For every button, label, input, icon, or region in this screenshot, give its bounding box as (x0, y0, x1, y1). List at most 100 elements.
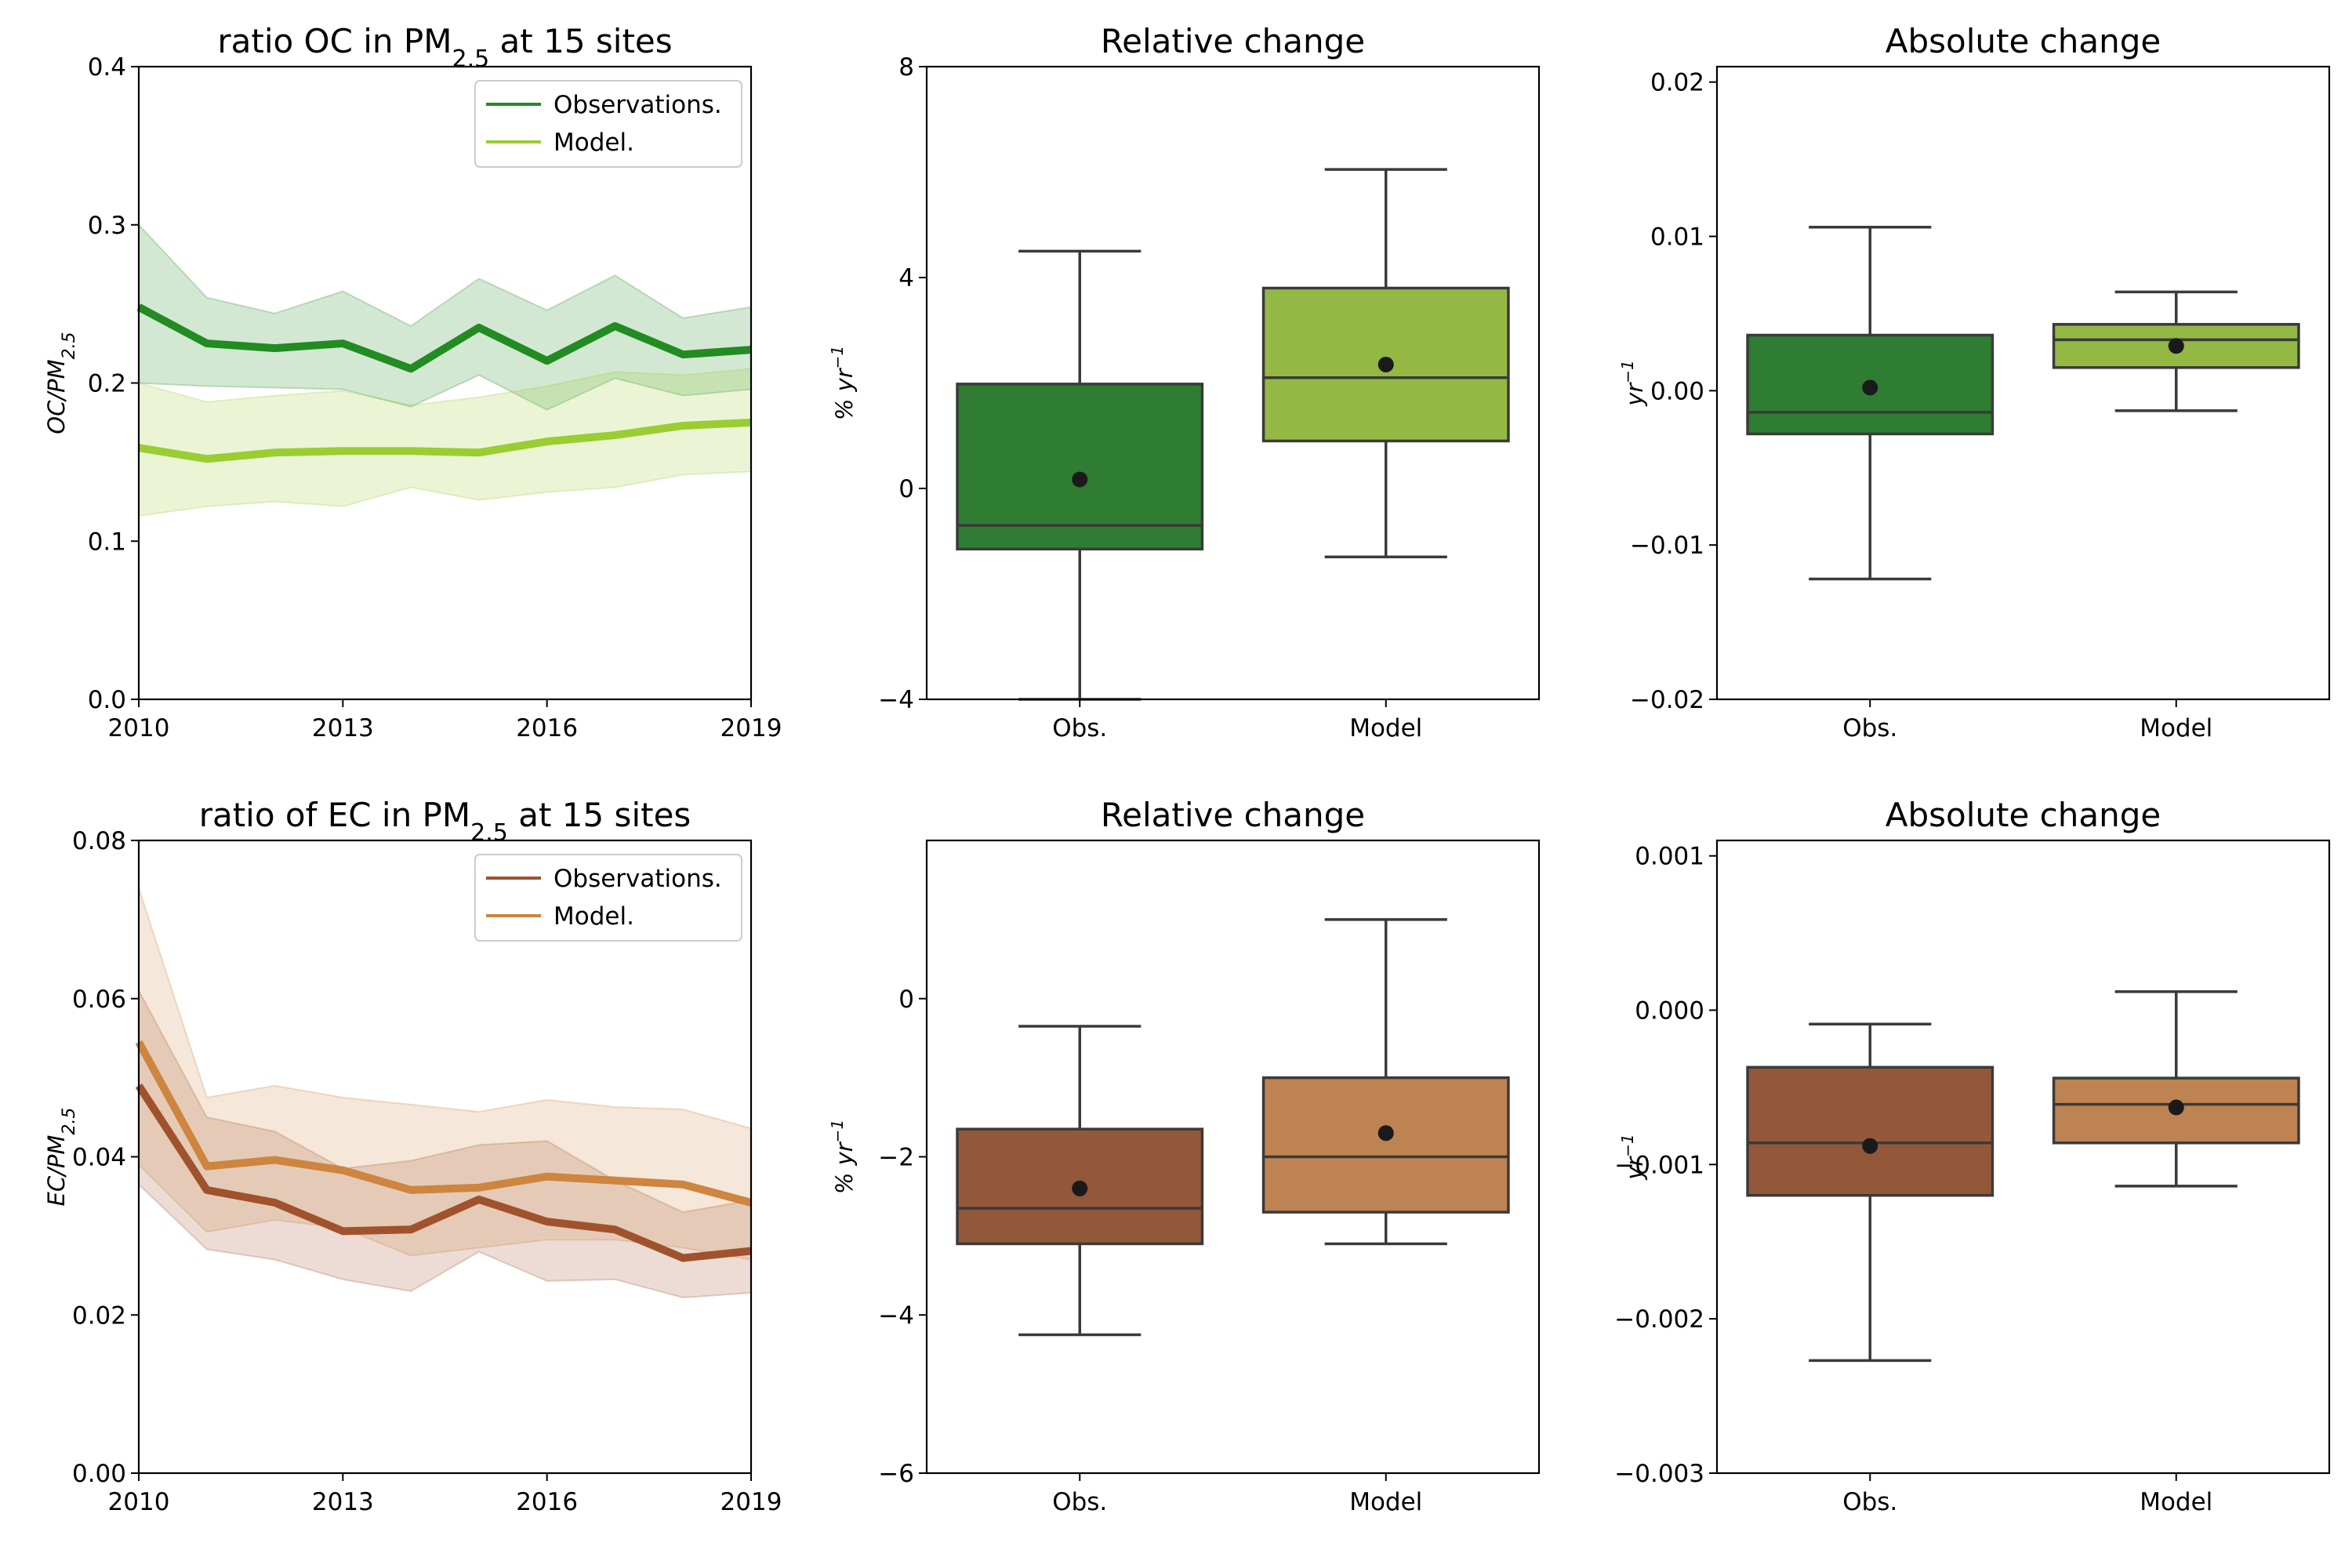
y-axis-label-superscript: −1 (1618, 360, 1637, 383)
box-1 (1746, 1022, 1994, 1363)
chart-title-text: ratio OC in PM (217, 22, 452, 60)
y-tick-label: 0.000 (1635, 997, 1704, 1025)
mean-marker (1072, 1180, 1088, 1196)
axes-frame (1715, 65, 2331, 701)
chart-title: ratio of EC in PM2.5 at 15 sites (199, 796, 691, 847)
y-axis-label: OC/PM2.5 (43, 332, 79, 434)
y-tick-label: 0.2 (88, 370, 126, 398)
x-tick-label: Model (1349, 1488, 1422, 1516)
box-body (956, 383, 1204, 551)
x-tick-label: 2019 (720, 1488, 782, 1516)
panel-1: ratio OC in PM2.5 at 15 sitesOC/PM2.50.0… (43, 22, 782, 742)
chart-title-text: Relative change (1101, 22, 1365, 60)
chart-title: Relative change (1101, 22, 1365, 60)
chart-title: Absolute change (1886, 22, 2161, 60)
y-axis-label-subscript: 2.5 (60, 1108, 79, 1135)
chart-title-text: Relative change (1101, 796, 1365, 834)
y-axis-label: EC/PM2.5 (43, 1108, 79, 1207)
axes-frame (1715, 839, 2331, 1475)
y-tick-label: −2 (878, 1144, 914, 1172)
x-tick-label: 2013 (312, 714, 374, 742)
panel-2: Relative change % yr−1 −4 0 4 8 Obs. Model (828, 22, 1541, 742)
chart-title-subscript: 2.5 (470, 819, 508, 847)
axes-frame (925, 839, 1541, 1475)
y-tick-label: −4 (878, 1301, 914, 1330)
y-tick-label: −0.01 (1630, 532, 1704, 560)
mean-marker (1377, 356, 1394, 372)
series-line-2 (135, 1040, 753, 1207)
y-tick-label: 0 (898, 475, 914, 503)
y-axis-label-text: EC/PM (43, 1135, 70, 1207)
x-tick-label: Model (1349, 714, 1422, 742)
x-tick-label: Model (2140, 1488, 2212, 1516)
y-tick-label: 0.02 (72, 1301, 126, 1330)
panel-3: Absolute change yr−1 −0.02 −0.01 0.00 0.01 0.0… (1618, 22, 2331, 742)
legend-label: Observations. (554, 865, 722, 893)
x-tick-label: 2016 (516, 714, 578, 742)
x-tick-label: 2010 (108, 714, 170, 742)
box-2 (2052, 990, 2300, 1188)
mean-marker (1377, 1125, 1394, 1142)
box-body (1261, 1076, 1510, 1214)
legend-frame (474, 80, 742, 168)
y-axis-label-superscript: −1 (828, 346, 847, 368)
x-tick-label: Model (2140, 714, 2212, 742)
y-tick-label: −0.003 (1614, 1460, 1704, 1488)
y-tick-label: 0.02 (1650, 69, 1704, 97)
chart-title-text: Absolute change (1886, 796, 2161, 834)
y-axis-label: yr−1 (1618, 360, 1648, 407)
y-axis-label: % yr−1 (828, 1120, 858, 1194)
legend: Observations. Model. (474, 854, 742, 942)
y-tick-label: −0.02 (1630, 686, 1704, 714)
legend-frame (474, 854, 742, 942)
box-2 (2052, 290, 2300, 412)
axes-frame (137, 839, 753, 1475)
confidence-band-2 (138, 887, 752, 1261)
mean-marker (1072, 471, 1088, 488)
box-2 (1261, 168, 1510, 559)
x-tick-label: 2019 (720, 714, 782, 742)
legend-label: Model. (554, 129, 634, 157)
series-line-1 (136, 303, 752, 373)
y-axis-label-subscript: 2.5 (60, 332, 79, 359)
y-tick-label: −0.001 (1614, 1151, 1704, 1179)
legend: Observations. Model. (474, 80, 742, 168)
x-tick-label: Obs. (1842, 1488, 1897, 1516)
x-tick-label: 2013 (312, 1488, 374, 1516)
box-1 (956, 249, 1204, 701)
y-axis-label-text: OC/PM (43, 359, 70, 434)
mean-marker (1862, 1138, 1878, 1154)
y-tick-label: 0.01 (1650, 223, 1704, 252)
y-tick-label: 0.00 (72, 1460, 126, 1488)
mean-marker (1862, 379, 1878, 396)
y-tick-label: −6 (878, 1460, 914, 1488)
y-tick-label: 0.1 (88, 528, 126, 556)
y-tick-label: 4 (898, 264, 914, 292)
box-1 (956, 1025, 1204, 1337)
y-axis-label-text: yr (1621, 382, 1648, 407)
chart-title: ratio OC in PM2.5 at 15 sites (217, 22, 672, 73)
chart-title: Relative change (1101, 796, 1365, 834)
y-tick-label: −4 (878, 686, 914, 714)
y-axis-label: yr−1 (1618, 1134, 1648, 1181)
y-tick-label: 0.08 (72, 827, 126, 855)
mean-marker (2168, 338, 2184, 354)
y-tick-label: −0.002 (1614, 1305, 1704, 1334)
chart-title-subscript: 2.5 (452, 45, 489, 73)
chart-title: Absolute change (1886, 796, 2161, 834)
y-tick-label: 0.00 (1650, 377, 1704, 405)
panel-5: Relative change % yr−1 −6 −4 −2 0 Obs. Model (828, 796, 1541, 1516)
box-body (1746, 1065, 1994, 1197)
x-tick-label: Obs. (1052, 714, 1107, 742)
y-tick-label: 0.4 (88, 53, 126, 82)
mean-marker (2168, 1099, 2184, 1116)
y-tick-label: 0.06 (72, 985, 126, 1014)
y-axis-label: % yr−1 (828, 346, 858, 420)
y-axis-label-text: % yr (831, 1141, 858, 1194)
y-axis-label-superscript: −1 (1618, 1134, 1637, 1156)
y-axis-label-text: yr (1621, 1156, 1648, 1181)
x-tick-label: 2010 (108, 1488, 170, 1516)
chart-title-suffix: at 15 sites (508, 796, 691, 834)
y-axis-label-superscript: −1 (828, 1120, 847, 1142)
